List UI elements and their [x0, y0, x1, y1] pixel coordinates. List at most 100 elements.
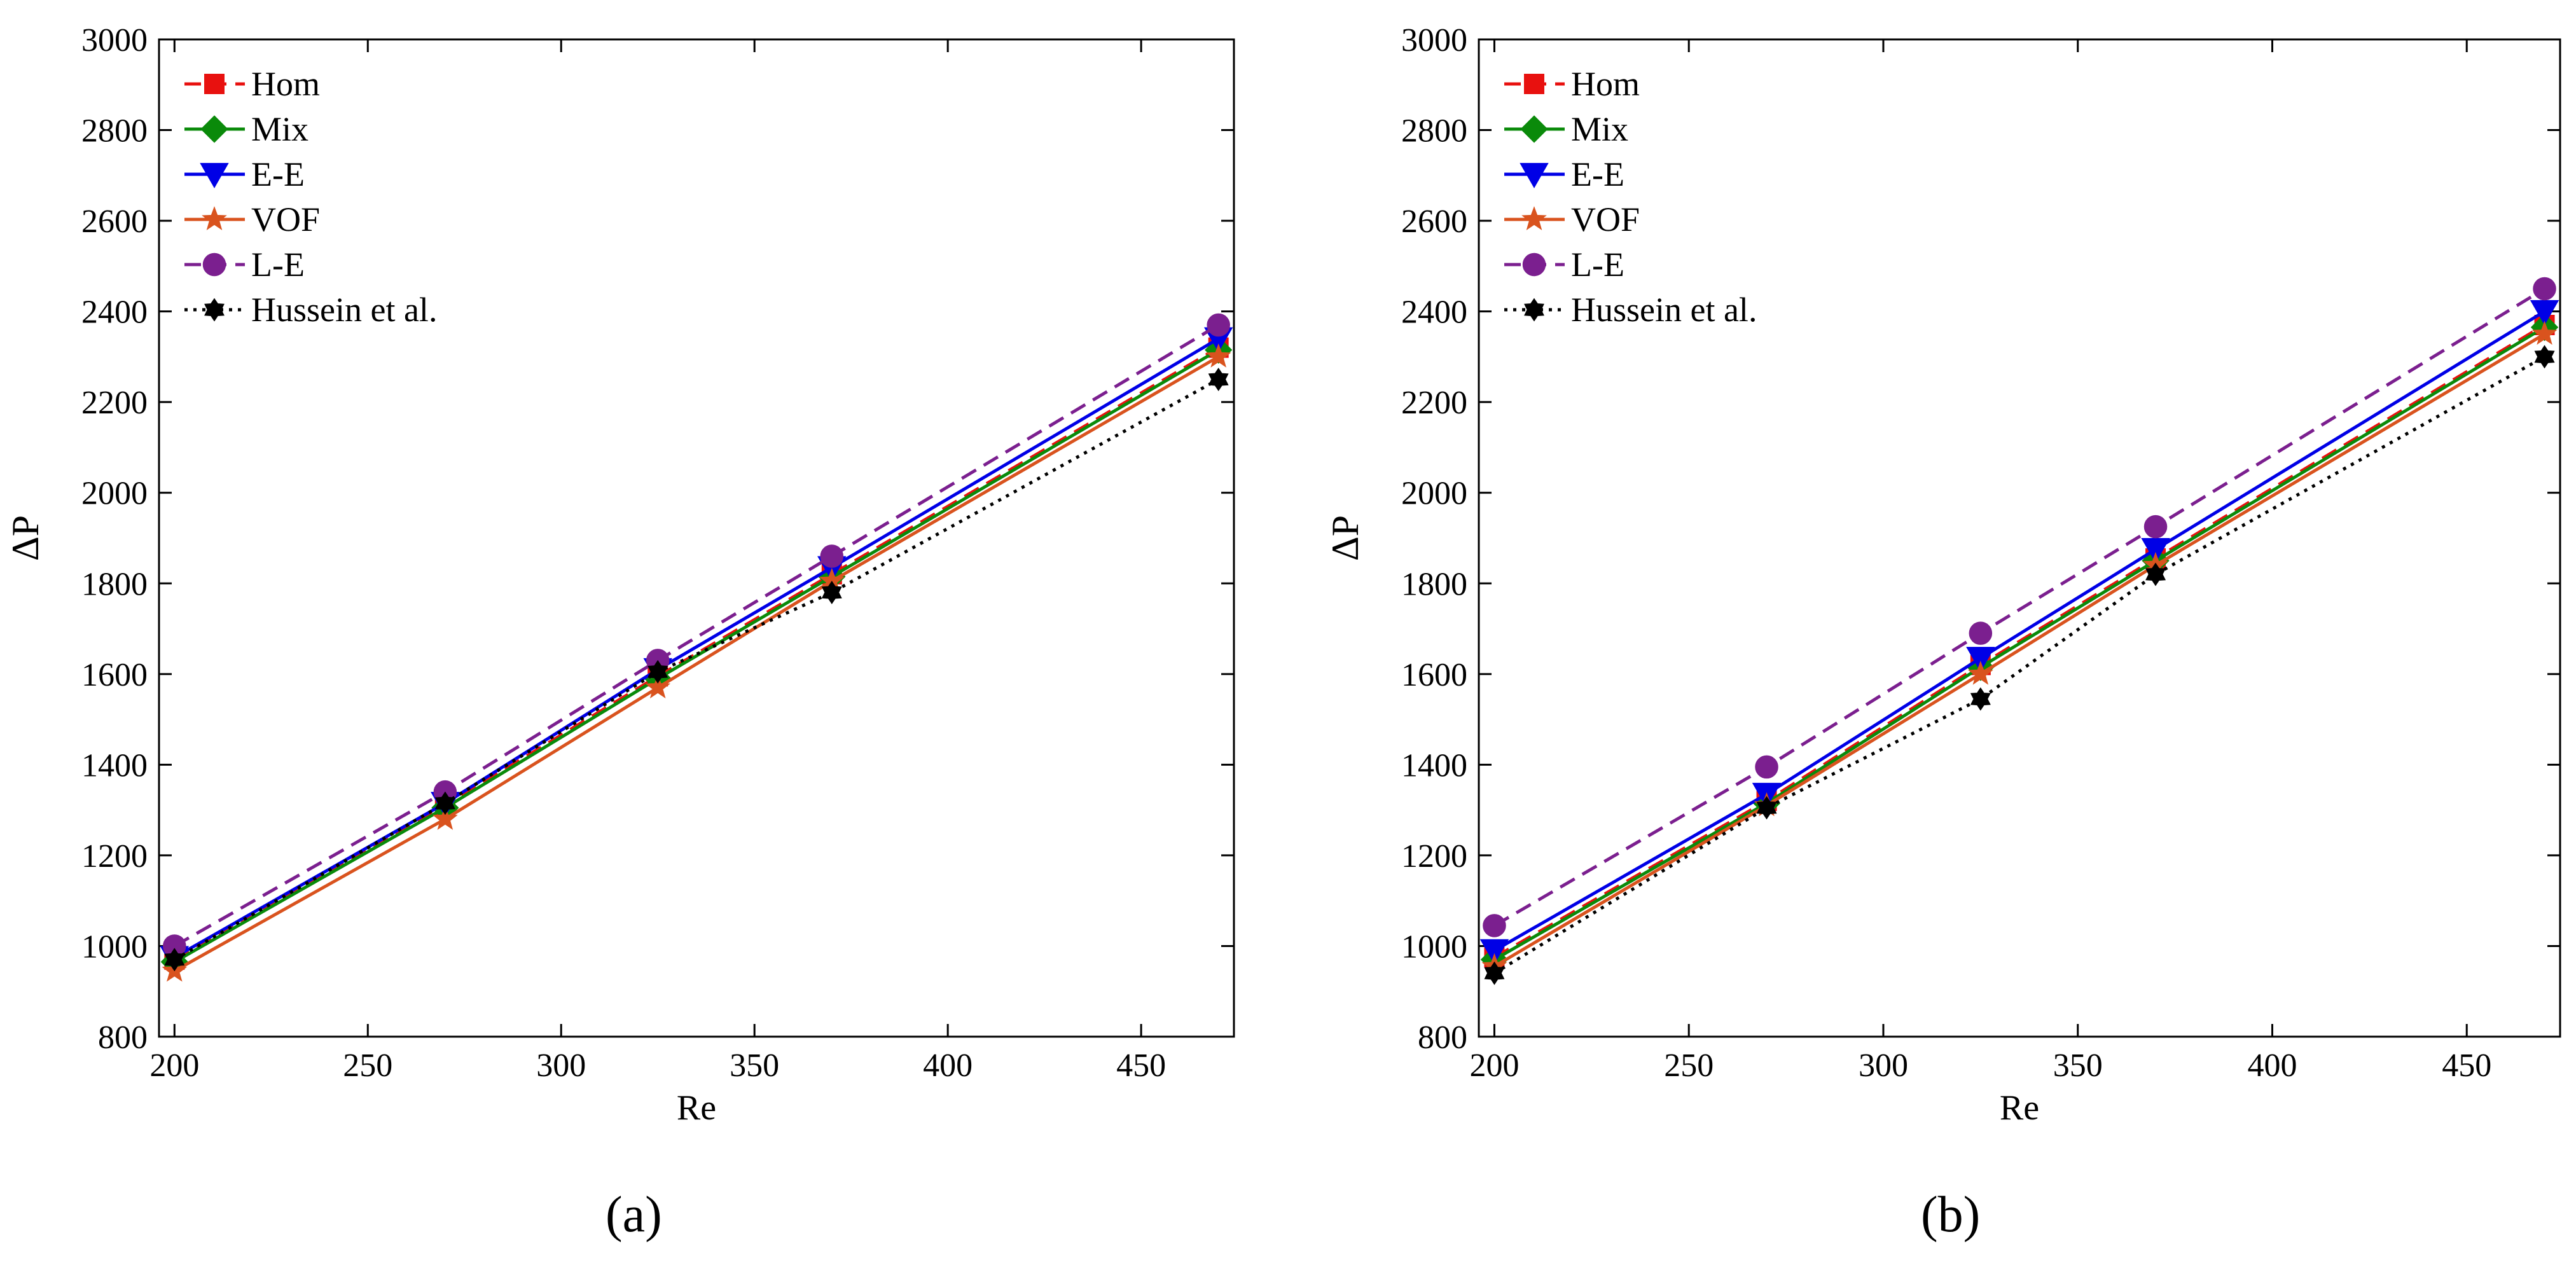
x-tick-label: 300: [1859, 1047, 1908, 1084]
legend-label: E-E: [251, 155, 305, 193]
legend-marker: [1522, 252, 1546, 277]
data-point: [647, 660, 668, 684]
y-tick-label: 1400: [81, 747, 148, 784]
x-tick-label: 450: [2442, 1047, 2491, 1084]
data-point: [1483, 914, 1506, 937]
legend-label: L-E: [251, 245, 305, 284]
y-tick-label: 2800: [1401, 113, 1467, 149]
series-hussein: [164, 368, 1229, 972]
y-tick-label: 3000: [81, 22, 148, 59]
legend-label: E-E: [1571, 155, 1624, 193]
legend-label: VOF: [1571, 200, 1640, 238]
data-point: [1205, 343, 1231, 368]
legend-label: Hom: [1571, 65, 1640, 103]
y-tick-label: 800: [1418, 1020, 1467, 1056]
y-axis-label: ΔP: [1324, 515, 1366, 561]
legend-label: Mix: [1571, 110, 1628, 148]
series-line: [174, 337, 1219, 959]
data-point: [432, 806, 458, 830]
series-line: [1493, 333, 2545, 968]
y-tick-label: 2600: [1401, 204, 1467, 240]
legend-label: VOF: [251, 200, 320, 238]
data-point: [820, 544, 844, 568]
y-tick-label: 1600: [81, 657, 148, 693]
data-point: [1479, 939, 1509, 965]
chart-panel-b: 800 1000 1200 1400 1600 1800 2000 2200 2400 2600 2…: [1324, 22, 2561, 1128]
data-point: [821, 581, 842, 604]
data-point: [2143, 515, 2168, 539]
legend: Hom Mix E-E VOF L-E Hussein et al.: [1504, 65, 1757, 329]
y-tick-label: 1800: [81, 566, 148, 602]
y-tick-label: 2200: [1401, 385, 1467, 421]
legend-marker: [1524, 298, 1544, 322]
series-vof: [1481, 321, 2558, 978]
y-tick-label: 2800: [81, 113, 148, 149]
legend-marker: [1521, 206, 1547, 230]
x-tick-label: 200: [1469, 1047, 1519, 1084]
x-tick-label: 350: [730, 1047, 779, 1084]
y-tick-label: 2400: [1401, 294, 1467, 331]
series-line: [1493, 287, 2545, 927]
data-point: [164, 948, 185, 972]
panel-label-a: (a): [606, 1187, 662, 1243]
y-tick-label: 3000: [1401, 22, 1467, 59]
legend-marker: [1520, 115, 1548, 143]
y-tick-label: 1000: [81, 929, 148, 965]
legend-label: Hom: [251, 65, 320, 103]
legend-marker: [202, 206, 227, 230]
y-tick-label: 2400: [81, 294, 148, 331]
y-tick-label: 1200: [1401, 838, 1467, 874]
legend: Hom Mix E-E VOF L-E Hussein et al.: [184, 65, 437, 329]
legend-label: Mix: [251, 110, 308, 148]
y-tick-label: 1400: [1401, 747, 1467, 784]
series-line: [1493, 326, 2545, 961]
plot-area-frame: [158, 38, 1235, 1038]
data-point: [2531, 321, 2558, 345]
y-axis-label: ΔP: [4, 515, 46, 561]
plot-area-frame: [1478, 38, 2561, 1038]
x-tick-label: 300: [536, 1047, 586, 1084]
data-point: [2145, 562, 2166, 586]
series-line: [174, 355, 1219, 972]
data-point: [1969, 621, 1993, 645]
series-mix: [160, 336, 1233, 976]
data-point: [1967, 660, 1993, 685]
legend-marker: [1524, 74, 1544, 94]
data-point: [1756, 796, 1777, 820]
data-point: [645, 674, 671, 699]
series-hussein: [1484, 345, 2555, 985]
legend-marker: [200, 115, 228, 143]
y-tick-label: 1000: [1401, 929, 1467, 965]
series-line: [1493, 355, 2545, 975]
y-tick-label: 2000: [81, 476, 148, 512]
x-tick-label: 200: [149, 1047, 199, 1084]
series-line: [1493, 310, 2545, 952]
legend-marker: [1520, 163, 1549, 188]
series-vof: [162, 343, 1231, 982]
legend-marker: [202, 252, 226, 277]
legend-label: Hussein et al.: [1571, 291, 1757, 329]
series-hom: [1484, 315, 2555, 968]
chart-panel-a: 800 1000 1200 1400 1600 1800 2000 2200 2400 2600 2…: [4, 22, 1235, 1128]
y-tick-label: 2200: [81, 385, 148, 421]
series-e-e: [1479, 300, 2559, 965]
series-hom: [164, 337, 1229, 970]
x-tick-label: 400: [2247, 1047, 2297, 1084]
y-tick-label: 800: [98, 1020, 148, 1056]
x-tick-label: 450: [1116, 1047, 1166, 1084]
x-axis-label: Re: [677, 1088, 716, 1128]
data-point: [434, 791, 455, 815]
data-point: [1207, 313, 1230, 337]
data-point: [2530, 300, 2559, 326]
x-axis-label: Re: [2000, 1088, 2039, 1128]
series-l-e: [1483, 277, 2556, 937]
legend-marker: [200, 163, 229, 188]
series-l-e: [163, 313, 1230, 958]
panel-label-b: (b): [1921, 1187, 1981, 1243]
y-tick-label: 1600: [1401, 657, 1467, 693]
x-tick-label: 250: [1664, 1047, 1714, 1084]
data-point: [2534, 345, 2555, 369]
series-line: [174, 323, 1219, 948]
